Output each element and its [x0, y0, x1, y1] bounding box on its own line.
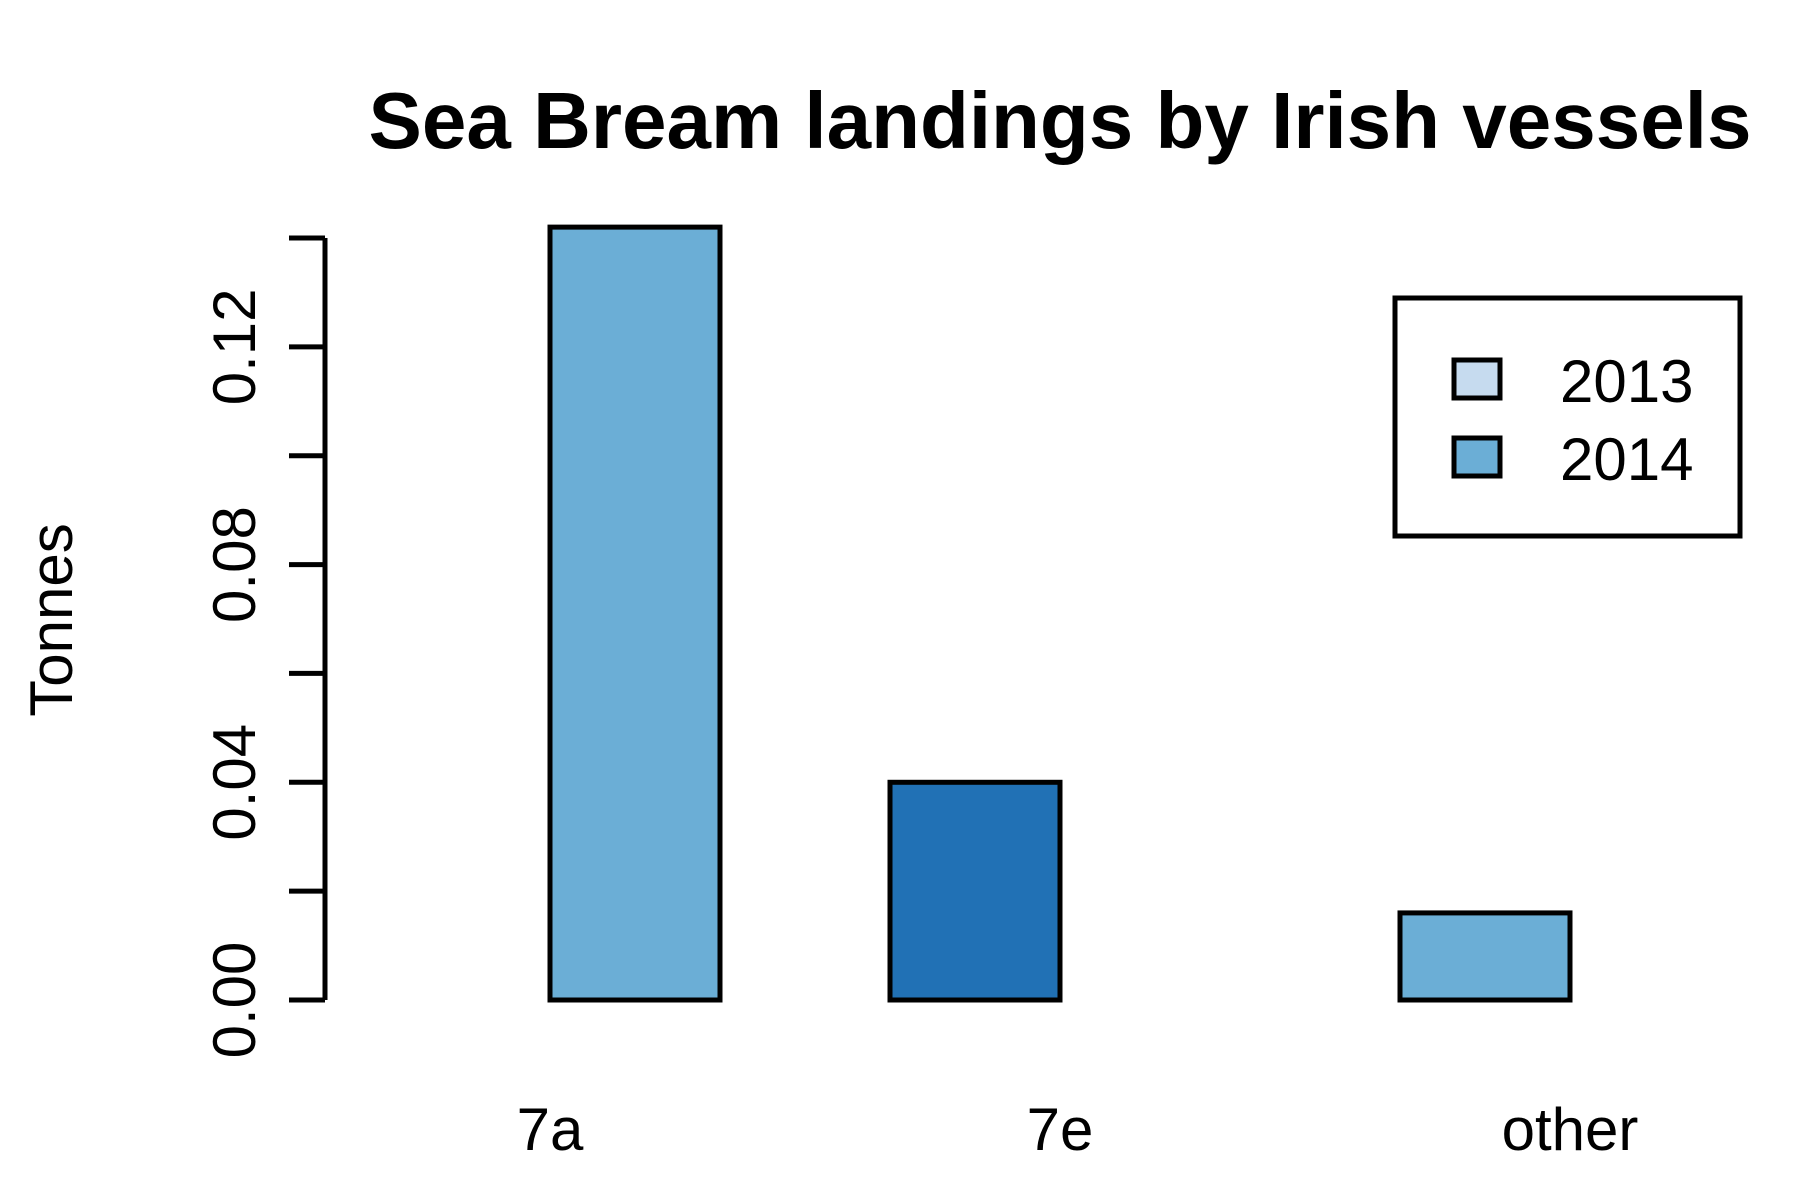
- x-axis-labels: 7a 7e other: [517, 1096, 1639, 1163]
- y-tick-label: 0.04: [201, 724, 268, 841]
- y-tick-label: 0.12: [201, 288, 268, 405]
- legend-label-2014: 2014: [1560, 426, 1693, 493]
- legend-box: [1392, 295, 1743, 539]
- x-tick-label: 7e: [1027, 1096, 1094, 1163]
- legend: 2013 2014: [1392, 295, 1743, 539]
- bar-7e-2013: [887, 779, 1063, 1003]
- y-tick-label: 0.08: [201, 506, 268, 623]
- y-axis: 0.00 0.04 0.08 0.12: [201, 235, 328, 1059]
- y-axis-label: Tonnes: [18, 523, 85, 716]
- x-tick-label: other: [1502, 1096, 1639, 1163]
- chart-title: Sea Bream landings by Irish vessels: [369, 76, 1752, 165]
- legend-swatch-2013: [1451, 357, 1503, 401]
- bars-layer: [547, 224, 1573, 1003]
- legend-label-2013: 2013: [1560, 348, 1693, 415]
- x-tick-label: 7a: [517, 1096, 584, 1163]
- legend-swatch-2014: [1451, 435, 1503, 479]
- bar-7a-2014: [547, 224, 723, 1003]
- bar-other-2013: [1397, 910, 1573, 1003]
- y-tick-label: 0.00: [201, 942, 268, 1059]
